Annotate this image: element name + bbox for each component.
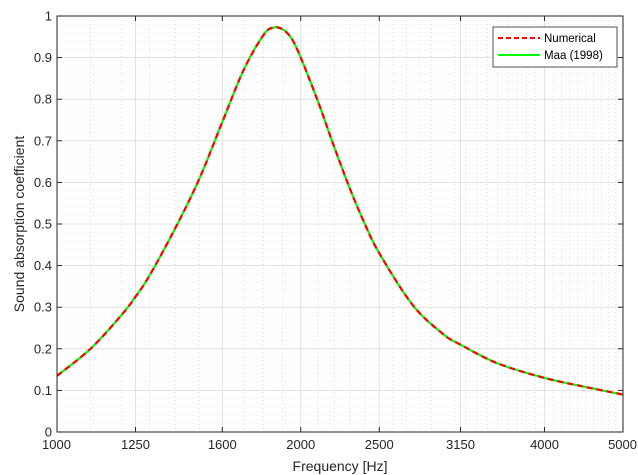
y-tick-label: 0	[45, 425, 52, 440]
y-tick-label: 0.4	[34, 258, 52, 273]
x-tick-label: 2000	[286, 437, 315, 452]
legend: Numerical Maa (1998)	[492, 26, 618, 68]
y-axis-label: Sound absorption coefficient	[11, 136, 27, 313]
y-tick-label: 0.9	[34, 50, 52, 65]
y-tick-label: 0.8	[34, 92, 52, 107]
x-tick-label: 5000	[608, 437, 637, 452]
y-tick-label: 1	[45, 9, 52, 24]
x-tick-label: 4000	[530, 437, 559, 452]
x-axis-label: Frequency [Hz]	[293, 458, 388, 474]
x-tick-label: 2500	[365, 437, 394, 452]
legend-label-maa: Maa (1998)	[544, 50, 603, 62]
y-tick-label: 0.5	[34, 217, 52, 232]
y-tick-label: 0.1	[34, 383, 52, 398]
y-tick-labels: 0 0.1 0.2 0.3 0.4 0.5 0.6 0.7 0.8 0.9 1	[34, 9, 52, 440]
series-line-numerical	[56, 26, 624, 396]
series-layer	[56, 26, 624, 396]
y-tick-label: 0.7	[34, 133, 52, 148]
y-tick-label: 0.2	[34, 341, 52, 356]
y-tick-label: 0.6	[34, 175, 52, 190]
y-tick-label: 0.3	[34, 300, 52, 315]
x-tick-label: 3150	[446, 437, 475, 452]
x-tick-label: 1250	[121, 437, 150, 452]
x-tick-labels: 1000 1250 1600 2000 2500 3150 4000 5000	[42, 437, 637, 452]
x-tick-label: 1000	[42, 437, 71, 452]
legend-label-numerical: Numerical	[544, 33, 596, 45]
x-tick-label: 1600	[208, 437, 237, 452]
axis-ticks	[56, 15, 624, 433]
legend-box	[492, 26, 618, 68]
